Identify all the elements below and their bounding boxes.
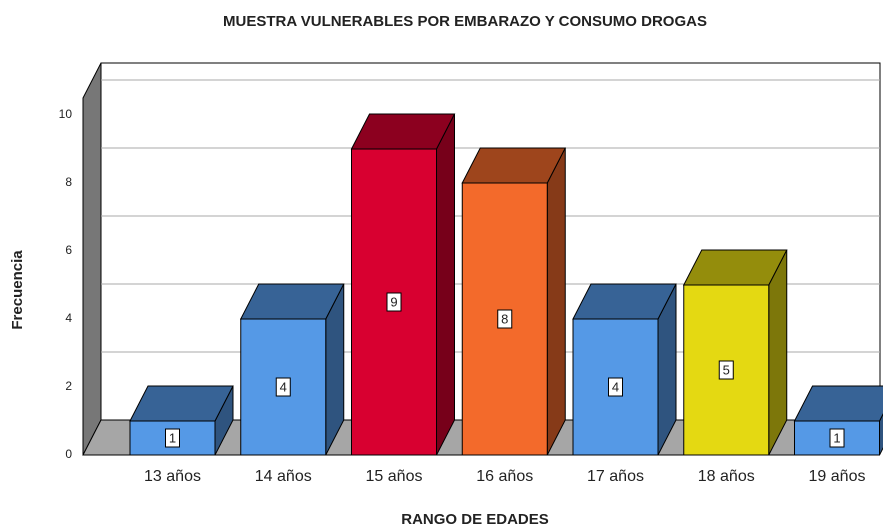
y-tick-label: 4 (65, 311, 72, 325)
value-label-box (718, 360, 734, 380)
value-label: 4 (612, 379, 619, 394)
value-label: 1 (169, 430, 176, 445)
x-tick-label: 15 años (366, 468, 423, 485)
value-label-box (829, 428, 845, 448)
chart-title: MUESTRA VULNERABLES POR EMBARAZO Y CONSU… (223, 13, 707, 30)
value-label-box (165, 428, 180, 448)
y-tick-label: 0 (65, 447, 72, 461)
value-label: 1 (833, 430, 840, 445)
y-tick-label: 6 (65, 243, 72, 257)
left-wall (82, 62, 102, 456)
bar-top (461, 147, 567, 184)
bar-top (572, 283, 677, 320)
bar-top (129, 385, 234, 422)
y-axis-label: Frecuencia (9, 250, 26, 330)
x-tick-label: 16 años (476, 468, 533, 485)
bar-side (436, 113, 456, 456)
value-label-box (386, 292, 402, 312)
x-axis-label: RANGO DE EDADES (401, 511, 549, 528)
y-tick-label: 10 (59, 107, 73, 121)
value-label-box (497, 309, 513, 329)
value-label-box (275, 377, 291, 397)
value-label-box (608, 377, 624, 397)
x-tick-label: 17 años (587, 468, 644, 485)
x-tick-label: 19 años (809, 468, 866, 485)
bar-side (546, 147, 566, 456)
x-tick-label: 13 años (144, 468, 201, 485)
value-label: 8 (501, 311, 508, 326)
value-label: 5 (723, 362, 730, 377)
bar-top (350, 113, 456, 150)
x-tick-label: 18 años (698, 468, 755, 485)
x-tick-label: 14 años (255, 468, 312, 485)
value-label: 9 (390, 294, 397, 309)
y-tick-label: 8 (65, 175, 72, 189)
bar-top (682, 249, 788, 286)
y-tick-label: 2 (65, 379, 72, 393)
value-label: 4 (280, 379, 287, 394)
bar-top (239, 283, 345, 320)
